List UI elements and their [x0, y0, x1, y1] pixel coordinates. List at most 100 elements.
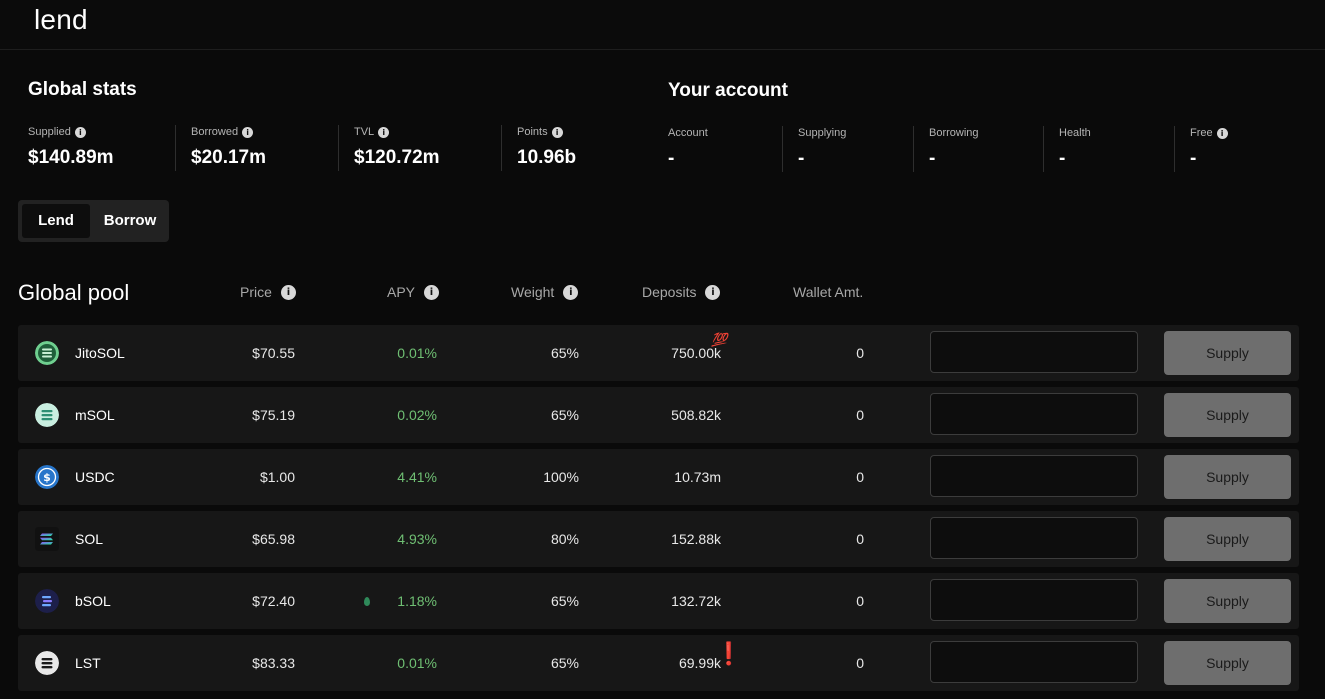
- weight-value: 65%: [550, 345, 579, 361]
- supply-amount-input[interactable]: [930, 331, 1138, 373]
- info-icon[interactable]: i: [378, 126, 390, 138]
- deposits-value: 10.73m: [674, 469, 721, 485]
- stat-tvl: TVL i $120.72m: [354, 125, 440, 169]
- exclamation-icon: ❗: [715, 641, 743, 666]
- lst-icon: [35, 651, 59, 675]
- supply-button[interactable]: Supply: [1164, 641, 1291, 685]
- price-value: $83.33: [252, 655, 295, 671]
- column-label: APY: [387, 284, 416, 300]
- price-value: $75.19: [252, 407, 295, 423]
- weight-value: 65%: [550, 655, 579, 671]
- stat-points: Points i 10.96b: [517, 125, 576, 169]
- divider: [913, 126, 914, 172]
- wallet-amount: 0: [856, 345, 864, 361]
- deposits-value: 152.88k: [671, 531, 721, 547]
- pool-row-msol: mSOL $75.19 0.02% 65% 508.82k 0 Supply: [18, 387, 1299, 443]
- stat-label: Borrowed: [191, 126, 239, 138]
- lend-borrow-toggle: Lend Borrow: [18, 200, 169, 242]
- column-header-apy: APY i: [387, 284, 440, 300]
- pool-row-usdc: $ USDC $1.00 4.41% 100% 10.73m 0 Supply: [18, 449, 1299, 505]
- pool-title: Global pool: [18, 280, 130, 305]
- wallet-amount: 0: [856, 531, 864, 547]
- token-name: JitoSOL: [75, 345, 125, 361]
- account-stat-free: Free i -: [1190, 126, 1228, 170]
- stat-value: -: [668, 148, 675, 169]
- info-icon[interactable]: i: [705, 284, 721, 300]
- stat-value: -: [1059, 148, 1066, 169]
- sol-icon: [35, 527, 59, 551]
- supply-button[interactable]: Supply: [1164, 517, 1291, 561]
- column-header-weight: Weight i: [511, 284, 579, 300]
- borrow-tab[interactable]: Borrow: [103, 212, 157, 229]
- info-icon[interactable]: i: [551, 126, 563, 138]
- pool-row-bsol: bSOL $72.40 1.18% 65% 132.72k 0 Supply: [18, 573, 1299, 629]
- account-stat-account: Account -: [668, 126, 708, 170]
- info-icon[interactable]: i: [242, 126, 254, 138]
- supply-amount-input[interactable]: [930, 455, 1138, 497]
- token-name: USDC: [75, 469, 115, 485]
- price-value: $70.55: [252, 345, 295, 361]
- stat-supplied: Supplied i $140.89m: [28, 125, 114, 169]
- svg-text:$: $: [43, 471, 51, 484]
- top-bar: lend: [0, 0, 1325, 50]
- lend-tab[interactable]: Lend: [22, 204, 90, 238]
- price-value: $65.98: [252, 531, 295, 547]
- supply-button[interactable]: Supply: [1164, 455, 1291, 499]
- apy-value: 4.93%: [397, 531, 437, 547]
- supply-amount-input[interactable]: [930, 579, 1138, 621]
- stat-label: Borrowing: [929, 127, 979, 139]
- supply-button[interactable]: Supply: [1164, 393, 1291, 437]
- msol-icon: [35, 403, 59, 427]
- account-stat-borrowing: Borrowing -: [929, 126, 979, 170]
- token-name: LST: [75, 655, 101, 671]
- info-icon[interactable]: i: [563, 284, 579, 300]
- info-icon[interactable]: i: [74, 126, 86, 138]
- wallet-amount: 0: [856, 407, 864, 423]
- wallet-amount: 0: [856, 469, 864, 485]
- token-name: mSOL: [75, 407, 115, 423]
- app-logo[interactable]: lend: [34, 4, 88, 35]
- divider: [501, 125, 502, 171]
- column-label: Wallet Amt.: [793, 284, 864, 300]
- supply-amount-input[interactable]: [930, 517, 1138, 559]
- info-icon[interactable]: i: [424, 284, 440, 300]
- column-header-deposits: Deposits i: [642, 284, 721, 300]
- weight-value: 65%: [550, 593, 579, 609]
- hundred-points-icon: 💯: [711, 332, 728, 347]
- stat-label: Supplying: [798, 127, 847, 139]
- token-name: SOL: [75, 531, 104, 547]
- weight-value: 65%: [550, 407, 579, 423]
- global-stats-title: Global stats: [28, 79, 137, 100]
- divider: [338, 125, 339, 171]
- price-value: $72.40: [252, 593, 295, 609]
- stat-value: $20.17m: [191, 147, 267, 168]
- divider: [1174, 126, 1175, 172]
- stat-label: TVL: [354, 126, 375, 138]
- column-label: Deposits: [642, 284, 697, 300]
- deposits-value: 69.99k: [678, 655, 721, 671]
- stat-value: -: [1190, 148, 1197, 169]
- supply-amount-input[interactable]: [930, 641, 1138, 683]
- apy-value: 1.18%: [397, 593, 437, 609]
- supply-button[interactable]: Supply: [1164, 331, 1291, 375]
- stat-label: Account: [668, 127, 708, 139]
- apy-value: 0.01%: [397, 655, 437, 671]
- wallet-amount: 0: [856, 655, 864, 671]
- info-icon[interactable]: i: [1216, 127, 1228, 139]
- divider: [782, 126, 783, 172]
- supply-button[interactable]: Supply: [1164, 579, 1291, 623]
- stat-value: 10.96b: [517, 147, 577, 168]
- account-stat-supplying: Supplying -: [798, 126, 846, 170]
- divider: [175, 125, 176, 171]
- deposits-value: 132.72k: [671, 593, 721, 609]
- apy-value: 0.02%: [397, 407, 437, 423]
- deposits-value: 750.00k: [671, 345, 721, 361]
- weight-value: 100%: [543, 469, 579, 485]
- info-icon[interactable]: i: [280, 284, 296, 300]
- stat-label: Health: [1059, 127, 1091, 139]
- bsol-icon: [35, 589, 59, 613]
- usdc-icon: $: [35, 465, 59, 489]
- weight-value: 80%: [550, 531, 579, 547]
- supply-amount-input[interactable]: [930, 393, 1138, 435]
- column-label: Weight: [511, 284, 555, 300]
